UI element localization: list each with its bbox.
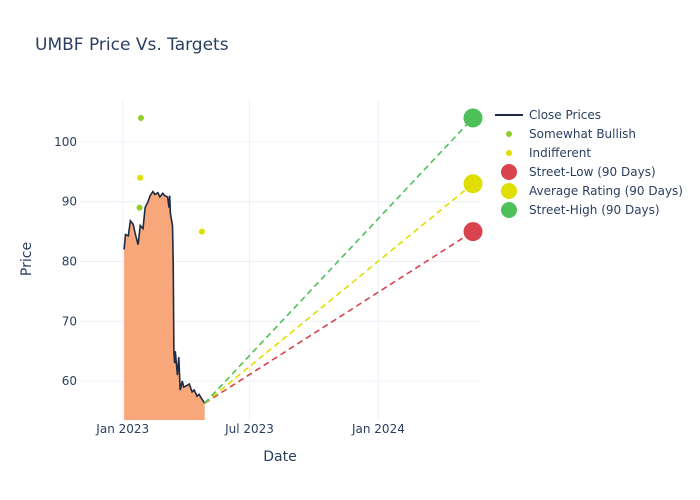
legend-label: Somewhat Bullish [529, 127, 636, 141]
chart-title: UMBF Price Vs. Targets [35, 35, 229, 55]
target-marker-street-low [463, 222, 483, 242]
y-tick-label: 80 [62, 254, 77, 268]
legend-label: Street-Low (90 Days) [529, 165, 656, 179]
x-tick-label: Jan 2024 [351, 422, 405, 436]
y-tick-labels: 60 70 80 90 100 [54, 135, 77, 388]
x-tick-label: Jul 2023 [224, 422, 274, 436]
y-tick-label: 100 [54, 135, 77, 149]
y-tick-label: 90 [62, 195, 77, 209]
close-price-line [123, 190, 206, 404]
y-axis-title: Price [19, 242, 35, 276]
target-marker-street-high [463, 108, 483, 128]
target-line-street-high [204, 117, 474, 404]
close-price-area [124, 191, 205, 420]
y-tick-label: 60 [62, 374, 77, 388]
legend-label: Average Rating (90 Days) [529, 184, 683, 198]
indifferent-point [137, 174, 144, 181]
line-group [123, 117, 474, 404]
legend-swatch-somewhat-bullish [506, 131, 512, 137]
legend-swatch-street-high-90-days [501, 202, 517, 218]
target-line-average [204, 183, 474, 404]
legend-swatch-indifferent [506, 150, 512, 156]
somewhat-bullish-point [137, 114, 144, 121]
legend: Close Prices Somewhat Bullish Indifferent S… [495, 108, 683, 218]
x-tick-label: Jan 2023 [95, 422, 149, 436]
legend-label: Close Prices [529, 108, 601, 122]
legend-label: Indifferent [529, 146, 591, 160]
legend-swatch-street-low-90-days [501, 164, 517, 180]
legend-label: Street-High (90 Days) [529, 203, 660, 217]
area-fill-group [124, 191, 205, 420]
legend-swatch-average-rating-90-days [501, 183, 517, 199]
x-tick-labels: Jan 2023 Jul 2023 Jan 2024 [95, 422, 405, 436]
y-tick-label: 70 [62, 314, 77, 328]
somewhat-bullish-point [136, 204, 143, 211]
marker-group [136, 108, 483, 242]
indifferent-point [198, 228, 205, 235]
x-axis-title: Date [263, 449, 296, 465]
target-line-street-low [204, 230, 474, 404]
target-marker-average [463, 174, 483, 194]
